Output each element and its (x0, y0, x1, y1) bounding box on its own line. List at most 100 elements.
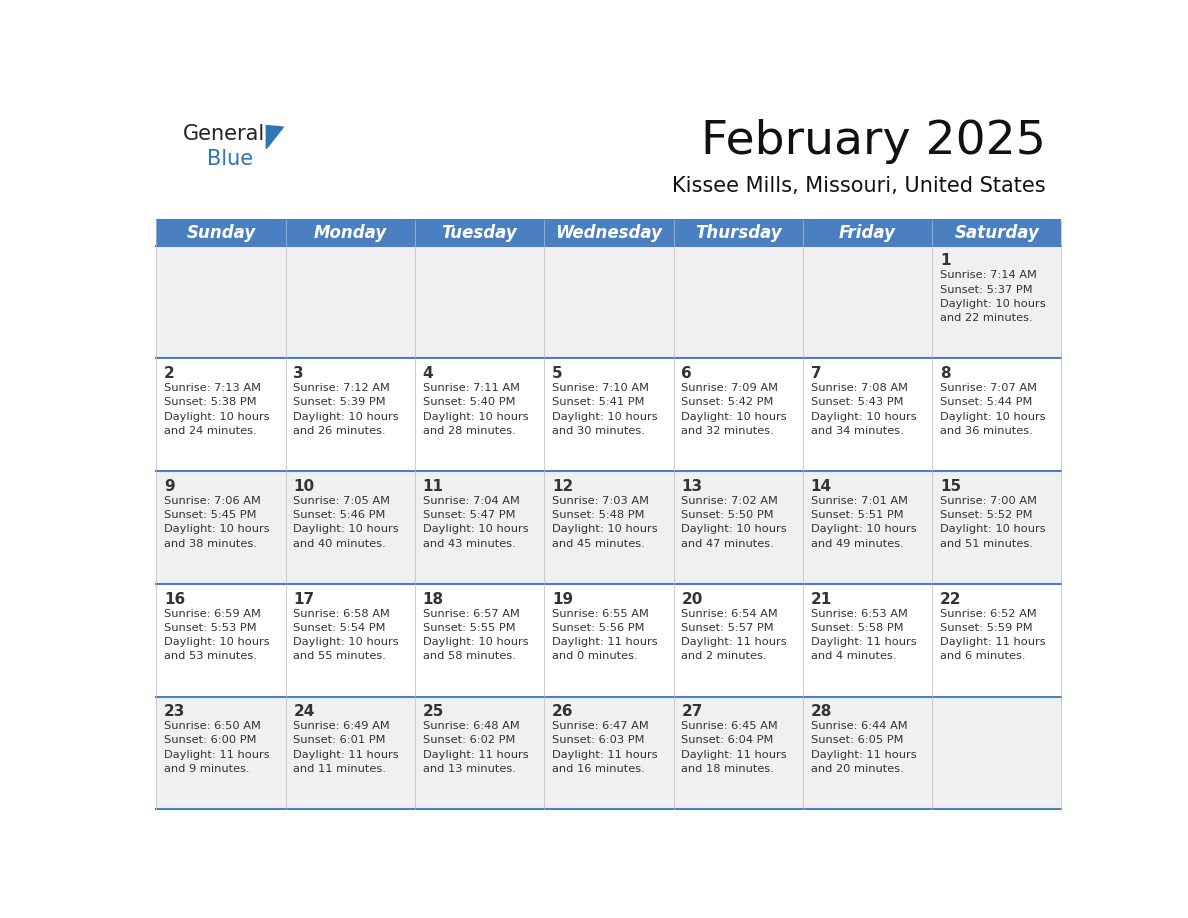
Text: Sunset: 5:57 PM: Sunset: 5:57 PM (681, 622, 773, 633)
Text: and 58 minutes.: and 58 minutes. (423, 651, 516, 661)
Text: 14: 14 (810, 479, 832, 494)
Text: 25: 25 (423, 704, 444, 720)
Text: Sunset: 5:48 PM: Sunset: 5:48 PM (552, 510, 644, 520)
Text: and 20 minutes.: and 20 minutes. (810, 764, 903, 774)
Text: 7: 7 (810, 366, 821, 381)
Text: and 11 minutes.: and 11 minutes. (293, 764, 386, 774)
Text: Sunrise: 7:13 AM: Sunrise: 7:13 AM (164, 383, 261, 393)
Text: and 16 minutes.: and 16 minutes. (552, 764, 645, 774)
Text: Daylight: 10 hours: Daylight: 10 hours (940, 524, 1045, 534)
Text: Daylight: 10 hours: Daylight: 10 hours (552, 411, 658, 421)
Text: and 36 minutes.: and 36 minutes. (940, 426, 1032, 436)
Text: Sunset: 6:01 PM: Sunset: 6:01 PM (293, 735, 386, 745)
Text: 4: 4 (423, 366, 434, 381)
Text: Daylight: 11 hours: Daylight: 11 hours (423, 750, 529, 760)
Text: and 34 minutes.: and 34 minutes. (810, 426, 903, 436)
Text: 9: 9 (164, 479, 175, 494)
Text: Daylight: 11 hours: Daylight: 11 hours (552, 750, 658, 760)
Text: Sunrise: 7:05 AM: Sunrise: 7:05 AM (293, 496, 391, 506)
Text: and 45 minutes.: and 45 minutes. (552, 539, 645, 549)
Text: Daylight: 10 hours: Daylight: 10 hours (681, 411, 786, 421)
Text: 18: 18 (423, 591, 444, 607)
Text: Sunset: 5:37 PM: Sunset: 5:37 PM (940, 285, 1032, 295)
Text: Sunrise: 7:01 AM: Sunrise: 7:01 AM (810, 496, 908, 506)
Text: and 22 minutes.: and 22 minutes. (940, 313, 1032, 323)
Text: 15: 15 (940, 479, 961, 494)
Text: Sunset: 5:46 PM: Sunset: 5:46 PM (293, 510, 386, 520)
Text: Sunset: 5:40 PM: Sunset: 5:40 PM (423, 397, 516, 408)
Bar (157, 471, 1061, 584)
Text: 11: 11 (423, 479, 443, 494)
Text: Sunrise: 6:58 AM: Sunrise: 6:58 AM (293, 609, 390, 619)
Text: 28: 28 (810, 704, 832, 720)
Text: Sunrise: 7:12 AM: Sunrise: 7:12 AM (293, 383, 390, 393)
Text: 10: 10 (293, 479, 315, 494)
Text: Daylight: 10 hours: Daylight: 10 hours (940, 299, 1045, 308)
Text: Sunset: 5:41 PM: Sunset: 5:41 PM (552, 397, 644, 408)
Text: Monday: Monday (314, 224, 387, 241)
Text: Sunset: 5:58 PM: Sunset: 5:58 PM (810, 622, 903, 633)
Text: Sunrise: 6:45 AM: Sunrise: 6:45 AM (681, 722, 778, 732)
Text: Daylight: 10 hours: Daylight: 10 hours (681, 524, 786, 534)
Text: 26: 26 (552, 704, 574, 720)
Text: Sunrise: 7:14 AM: Sunrise: 7:14 AM (940, 270, 1037, 280)
Text: 13: 13 (681, 479, 702, 494)
Text: February 2025: February 2025 (701, 119, 1045, 164)
Text: and 51 minutes.: and 51 minutes. (940, 539, 1032, 549)
Text: Blue: Blue (207, 150, 253, 170)
Text: Sunrise: 7:03 AM: Sunrise: 7:03 AM (552, 496, 649, 506)
Text: Daylight: 10 hours: Daylight: 10 hours (293, 411, 399, 421)
Text: Kissee Mills, Missouri, United States: Kissee Mills, Missouri, United States (672, 175, 1045, 196)
Text: Sunset: 6:04 PM: Sunset: 6:04 PM (681, 735, 773, 745)
Text: and 49 minutes.: and 49 minutes. (810, 539, 903, 549)
Text: and 4 minutes.: and 4 minutes. (810, 651, 896, 661)
Text: and 26 minutes.: and 26 minutes. (293, 426, 386, 436)
Text: and 24 minutes.: and 24 minutes. (164, 426, 257, 436)
Text: Daylight: 11 hours: Daylight: 11 hours (164, 750, 270, 760)
Text: Sunset: 5:59 PM: Sunset: 5:59 PM (940, 622, 1032, 633)
Text: Daylight: 11 hours: Daylight: 11 hours (810, 637, 916, 647)
Bar (157, 246, 1061, 358)
Text: and 28 minutes.: and 28 minutes. (423, 426, 516, 436)
Text: and 13 minutes.: and 13 minutes. (423, 764, 516, 774)
Text: Sunrise: 6:52 AM: Sunrise: 6:52 AM (940, 609, 1037, 619)
Text: Sunset: 5:56 PM: Sunset: 5:56 PM (552, 622, 644, 633)
Text: Sunrise: 7:07 AM: Sunrise: 7:07 AM (940, 383, 1037, 393)
Text: Sunset: 6:03 PM: Sunset: 6:03 PM (552, 735, 644, 745)
Text: Sunrise: 6:47 AM: Sunrise: 6:47 AM (552, 722, 649, 732)
Text: Sunrise: 6:55 AM: Sunrise: 6:55 AM (552, 609, 649, 619)
Text: Daylight: 10 hours: Daylight: 10 hours (810, 524, 916, 534)
Text: Saturday: Saturday (954, 224, 1040, 241)
Text: 24: 24 (293, 704, 315, 720)
Text: and 2 minutes.: and 2 minutes. (681, 651, 766, 661)
Text: and 55 minutes.: and 55 minutes. (293, 651, 386, 661)
Text: Daylight: 11 hours: Daylight: 11 hours (552, 637, 658, 647)
Text: Sunset: 5:47 PM: Sunset: 5:47 PM (423, 510, 516, 520)
Text: and 9 minutes.: and 9 minutes. (164, 764, 249, 774)
Text: Thursday: Thursday (695, 224, 782, 241)
Text: Sunset: 5:55 PM: Sunset: 5:55 PM (423, 622, 516, 633)
Text: Sunrise: 6:54 AM: Sunrise: 6:54 AM (681, 609, 778, 619)
Text: Sunrise: 6:50 AM: Sunrise: 6:50 AM (164, 722, 261, 732)
Text: Sunset: 6:02 PM: Sunset: 6:02 PM (423, 735, 516, 745)
Text: 23: 23 (164, 704, 185, 720)
Text: General: General (183, 124, 266, 144)
Polygon shape (266, 126, 284, 149)
Text: Sunrise: 6:49 AM: Sunrise: 6:49 AM (293, 722, 390, 732)
Text: Tuesday: Tuesday (442, 224, 518, 241)
Text: and 18 minutes.: and 18 minutes. (681, 764, 775, 774)
Text: Daylight: 11 hours: Daylight: 11 hours (293, 750, 399, 760)
Text: Daylight: 11 hours: Daylight: 11 hours (940, 637, 1045, 647)
Text: Sunset: 6:00 PM: Sunset: 6:00 PM (164, 735, 257, 745)
Bar (157, 358, 1061, 471)
Text: Sunset: 5:42 PM: Sunset: 5:42 PM (681, 397, 773, 408)
Text: Daylight: 10 hours: Daylight: 10 hours (423, 524, 529, 534)
Text: 2: 2 (164, 366, 175, 381)
Text: Sunrise: 6:53 AM: Sunrise: 6:53 AM (810, 609, 908, 619)
Bar (157, 697, 1061, 810)
Text: Sunrise: 7:00 AM: Sunrise: 7:00 AM (940, 496, 1037, 506)
Text: Sunset: 5:44 PM: Sunset: 5:44 PM (940, 397, 1032, 408)
Text: Sunset: 5:53 PM: Sunset: 5:53 PM (164, 622, 257, 633)
Text: 1: 1 (940, 253, 950, 268)
Text: Sunset: 5:52 PM: Sunset: 5:52 PM (940, 510, 1032, 520)
